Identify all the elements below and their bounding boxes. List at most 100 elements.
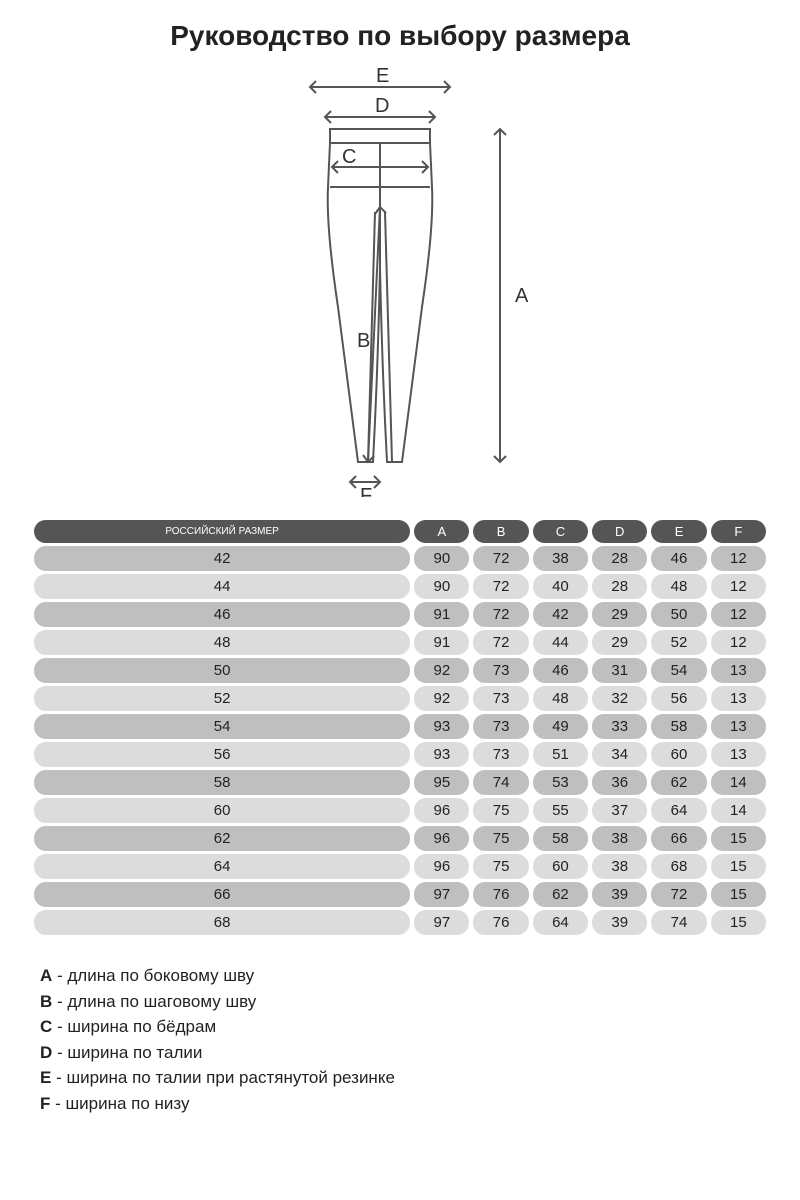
page-title: Руководство по выбору размера — [30, 20, 770, 52]
table-cell: 92 — [414, 686, 469, 711]
legend-key: B — [40, 992, 52, 1011]
table-cell: 52 — [651, 630, 706, 655]
table-cell: 13 — [711, 686, 766, 711]
legend-key: E — [40, 1068, 51, 1087]
table-cell: 72 — [473, 546, 528, 571]
table-cell: 75 — [473, 826, 528, 851]
table-cell: 93 — [414, 714, 469, 739]
table-cell: 44 — [34, 574, 410, 599]
table-cell: 13 — [711, 742, 766, 767]
table-cell: 56 — [651, 686, 706, 711]
table-row: 66977662397215 — [34, 882, 766, 907]
table-cell: 12 — [711, 574, 766, 599]
table-cell: 72 — [473, 630, 528, 655]
diagram-label-c: C — [342, 146, 356, 168]
table-row: 64967560386815 — [34, 854, 766, 879]
table-cell: 42 — [533, 602, 588, 627]
table-cell: 73 — [473, 714, 528, 739]
legend-item: D - ширина по талии — [40, 1040, 770, 1066]
table-cell: 39 — [592, 882, 647, 907]
table-cell: 62 — [651, 770, 706, 795]
table-cell: 13 — [711, 658, 766, 683]
table-cell: 68 — [34, 910, 410, 935]
table-cell: 75 — [473, 854, 528, 879]
table-cell: 12 — [711, 546, 766, 571]
table-cell: 91 — [414, 602, 469, 627]
legend-item: A - длина по боковому шву — [40, 963, 770, 989]
diagram-label-f: F — [360, 485, 372, 497]
table-cell: 50 — [34, 658, 410, 683]
legend-key: F — [40, 1094, 50, 1113]
legend-key: D — [40, 1043, 52, 1062]
table-cell: 15 — [711, 826, 766, 851]
table-row: 50927346315413 — [34, 658, 766, 683]
table-cell: 76 — [473, 882, 528, 907]
table-row: 56937351346013 — [34, 742, 766, 767]
table-cell: 42 — [34, 546, 410, 571]
table-cell: 64 — [533, 910, 588, 935]
table-cell: 66 — [34, 882, 410, 907]
table-cell: 28 — [592, 546, 647, 571]
table-cell: 66 — [651, 826, 706, 851]
col-D: D — [592, 520, 647, 543]
table-cell: 48 — [34, 630, 410, 655]
table-cell: 14 — [711, 770, 766, 795]
table-cell: 68 — [651, 854, 706, 879]
table-cell: 29 — [592, 602, 647, 627]
table-cell: 44 — [533, 630, 588, 655]
table-cell: 49 — [533, 714, 588, 739]
table-cell: 74 — [473, 770, 528, 795]
table-cell: 39 — [592, 910, 647, 935]
table-row: 48917244295212 — [34, 630, 766, 655]
table-cell: 29 — [592, 630, 647, 655]
table-cell: 60 — [34, 798, 410, 823]
table-cell: 96 — [414, 826, 469, 851]
table-cell: 52 — [34, 686, 410, 711]
table-cell: 46 — [34, 602, 410, 627]
pants-diagram: E D C A B F — [220, 67, 580, 497]
table-cell: 12 — [711, 630, 766, 655]
table-cell: 64 — [34, 854, 410, 879]
table-cell: 73 — [473, 658, 528, 683]
table-cell: 90 — [414, 574, 469, 599]
table-body: 4290723828461244907240284812469172422950… — [34, 546, 766, 935]
table-cell: 72 — [473, 602, 528, 627]
table-cell: 37 — [592, 798, 647, 823]
col-size: РОССИЙСКИЙ РАЗМЕР — [34, 520, 410, 543]
table-cell: 50 — [651, 602, 706, 627]
table-cell: 38 — [533, 546, 588, 571]
table-row: 58957453366214 — [34, 770, 766, 795]
table-cell: 56 — [34, 742, 410, 767]
table-cell: 73 — [473, 742, 528, 767]
table-row: 68977664397415 — [34, 910, 766, 935]
legend-item: E - ширина по талии при растянутой резин… — [40, 1065, 770, 1091]
table-cell: 64 — [651, 798, 706, 823]
size-table: РОССИЙСКИЙ РАЗМЕРABCDEF 4290723828461244… — [30, 517, 770, 938]
table-cell: 46 — [651, 546, 706, 571]
table-cell: 32 — [592, 686, 647, 711]
table-cell: 15 — [711, 882, 766, 907]
diagram-label-a: A — [515, 285, 529, 307]
table-cell: 36 — [592, 770, 647, 795]
table-cell: 53 — [533, 770, 588, 795]
table-cell: 38 — [592, 854, 647, 879]
table-cell: 97 — [414, 882, 469, 907]
legend-item: C - ширина по бёдрам — [40, 1014, 770, 1040]
legend-item: B - длина по шаговому шву — [40, 989, 770, 1015]
table-cell: 74 — [651, 910, 706, 935]
table-cell: 60 — [651, 742, 706, 767]
table-cell: 54 — [651, 658, 706, 683]
table-cell: 58 — [34, 770, 410, 795]
diagram-label-b: B — [357, 330, 370, 352]
table-cell: 58 — [533, 826, 588, 851]
table-cell: 48 — [651, 574, 706, 599]
table-cell: 96 — [414, 854, 469, 879]
table-cell: 54 — [34, 714, 410, 739]
table-cell: 38 — [592, 826, 647, 851]
table-cell: 91 — [414, 630, 469, 655]
table-cell: 14 — [711, 798, 766, 823]
table-cell: 96 — [414, 798, 469, 823]
table-cell: 62 — [34, 826, 410, 851]
col-B: B — [473, 520, 528, 543]
col-F: F — [711, 520, 766, 543]
